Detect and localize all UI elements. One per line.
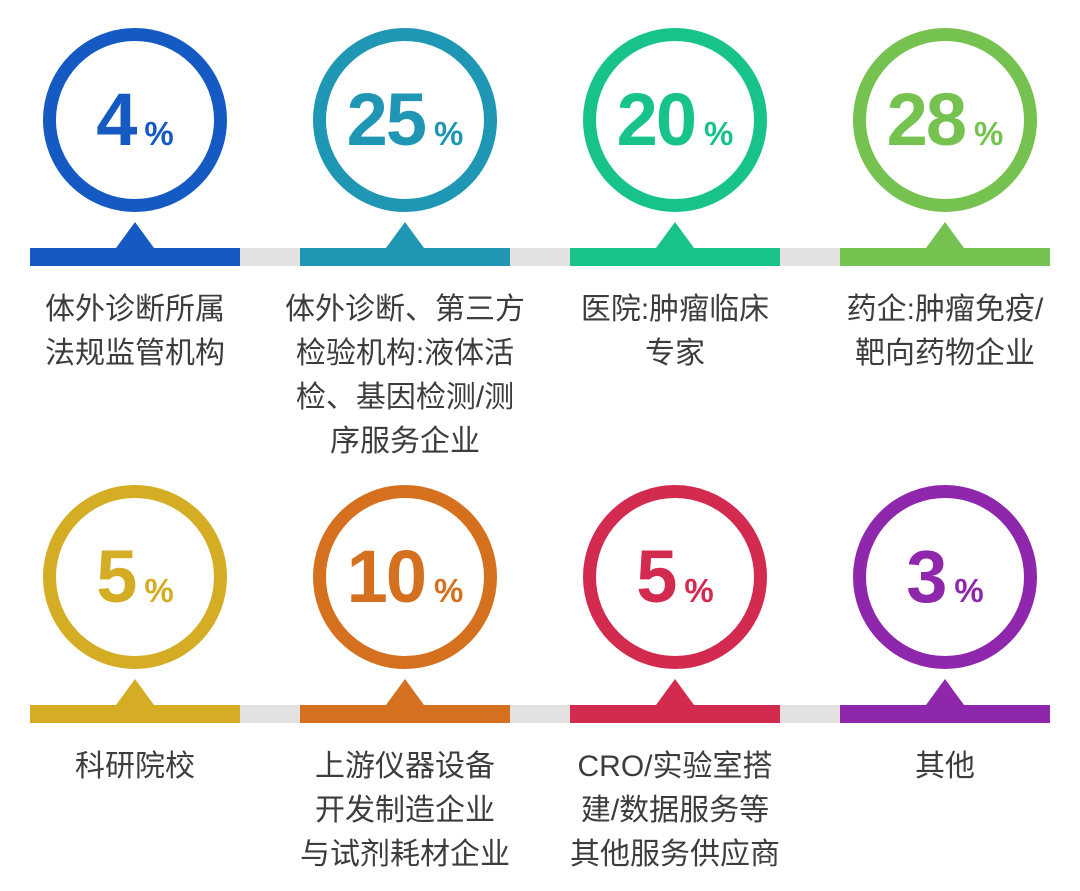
percent-sign: % <box>703 115 734 152</box>
bar-track <box>30 705 1050 723</box>
stat-card-instrument-makers: 10 % 上游仪器设备 开发制造企业 与试剂耗材企业 <box>270 485 540 877</box>
stat-card-ivd-labs: 25 % 体外诊断、第三方 检验机构:液体活 检、基因检测/测 序服务企业 <box>270 28 540 464</box>
bar-segment <box>30 248 240 266</box>
stat-circle: 10 % <box>313 485 497 669</box>
percent-sign: % <box>973 115 1004 152</box>
percent-sign: % <box>433 572 464 609</box>
bar-segment <box>840 248 1050 266</box>
stat-card-cro-services: 5 % CRO/实验室搭 建/数据服务等 其他服务供应商 <box>540 485 810 877</box>
stat-circle: 28 % <box>853 28 1037 212</box>
stat-value: 28 <box>886 78 967 161</box>
stat-card-pharma: 28 % 药企:肿瘤免疫/ 靶向药物企业 <box>810 28 1080 464</box>
category-label: 体外诊断、第三方 检验机构:液体活 检、基因检测/测 序服务企业 <box>285 293 525 458</box>
bar-segment <box>30 705 240 723</box>
bar-segment <box>570 705 780 723</box>
stat-value: 10 <box>346 535 427 618</box>
pointer-triangle <box>116 679 154 705</box>
stat-value: 5 <box>96 535 137 618</box>
pointer-triangle <box>926 679 964 705</box>
stat-value: 5 <box>636 535 677 618</box>
stat-card-others: 3 % 其他 <box>810 485 1080 877</box>
percent-sign: % <box>144 572 174 609</box>
stat-card-regulators: 4 % 体外诊断所属 法规监管机构 <box>0 28 270 464</box>
bar-segment <box>840 705 1050 723</box>
stat-value: 25 <box>346 78 427 161</box>
stat-circle: 25 % <box>313 28 497 212</box>
stat-value: 3 <box>906 535 947 618</box>
bar-segment <box>300 705 510 723</box>
bar-segment <box>570 248 780 266</box>
stat-card-hospitals: 20 % 医院:肿瘤临床 专家 <box>540 28 810 464</box>
bar-track <box>30 248 1050 266</box>
infographic-row-2: 5 % 科研院校 10 % 上游仪器设备 开发制造企业 与试剂耗材企业 <box>0 485 1080 891</box>
percent-sign: % <box>954 572 984 609</box>
pointer-triangle <box>656 222 694 248</box>
category-label: CRO/实验室搭 建/数据服务等 其他服务供应商 <box>570 750 780 871</box>
category-label: 科研院校 <box>75 750 195 783</box>
stat-circle: 4 % <box>43 28 227 212</box>
percent-sign: % <box>433 115 464 152</box>
pointer-triangle <box>116 222 154 248</box>
category-label: 其他 <box>915 750 975 783</box>
stat-value: 20 <box>616 78 697 161</box>
stat-circle: 3 % <box>853 485 1037 669</box>
percent-sign: % <box>144 115 174 152</box>
pointer-triangle <box>386 222 424 248</box>
category-label: 药企:肿瘤免疫/ 靶向药物企业 <box>846 293 1044 370</box>
pointer-triangle <box>656 679 694 705</box>
stat-circle: 20 % <box>583 28 767 212</box>
stat-card-academia: 5 % 科研院校 <box>0 485 270 877</box>
category-label: 体外诊断所属 法规监管机构 <box>45 293 225 370</box>
bar-segment <box>300 248 510 266</box>
pointer-triangle <box>386 679 424 705</box>
category-label: 上游仪器设备 开发制造企业 与试剂耗材企业 <box>300 750 510 871</box>
pointer-triangle <box>926 222 964 248</box>
stat-value: 4 <box>96 78 137 161</box>
percent-sign: % <box>684 572 714 609</box>
stat-circle: 5 % <box>583 485 767 669</box>
category-label: 医院:肿瘤临床 专家 <box>580 293 770 370</box>
infographic-row-1: 4 % 体外诊断所属 法规监管机构 25 % 体外诊断、第三方 检验机构:液 <box>0 28 1080 485</box>
stat-circle: 5 % <box>43 485 227 669</box>
